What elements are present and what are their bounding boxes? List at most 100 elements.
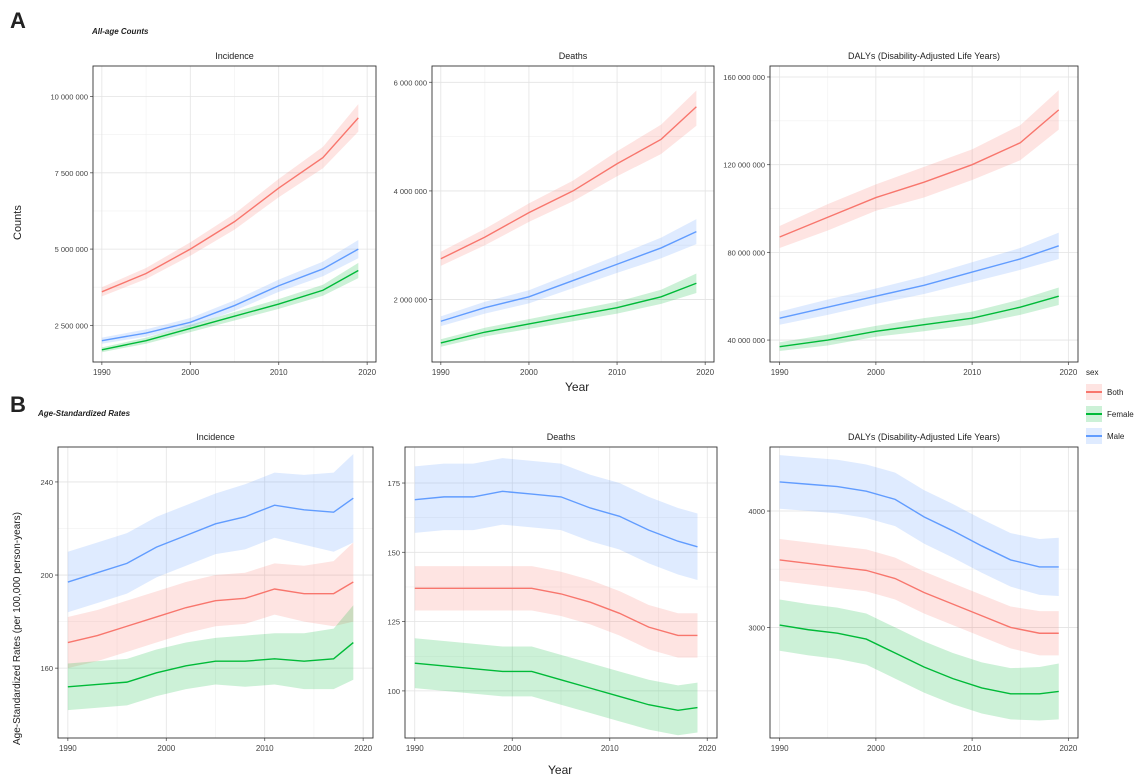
- x-tick-label: 2020: [1059, 368, 1077, 377]
- legend-item-female: Female: [1086, 403, 1134, 425]
- x-tick-label: 1990: [432, 368, 450, 377]
- series-line-both: [101, 117, 359, 293]
- panel-title: Deaths: [547, 432, 576, 442]
- panel-title: DALYs (Disability-Adjusted Life Years): [848, 432, 1000, 442]
- legend-label-female: Female: [1107, 409, 1134, 419]
- series-line-male: [440, 231, 697, 322]
- plot-frame: [57, 446, 374, 739]
- series-line-female: [67, 642, 354, 688]
- x-tick-label: 1990: [59, 744, 77, 753]
- series-line-both: [779, 559, 1059, 634]
- ribbon-male: [67, 453, 354, 613]
- legend: sex Both Female Male: [1086, 368, 1134, 447]
- y-tick-label: 160: [40, 664, 53, 673]
- chart-b-5: 1990 2000 2010 2020 3000 4000 DALYs (Disabilit…: [748, 432, 1079, 753]
- panel-b-subtitle: Age-Standardized Rates: [38, 409, 131, 418]
- ribbon-male: [440, 219, 697, 327]
- ribbon-both: [440, 90, 697, 266]
- plot-frame: [769, 65, 1079, 363]
- y-tick-label: 240: [40, 478, 53, 487]
- ribbon-female: [101, 262, 359, 353]
- plot-frame: [431, 65, 715, 363]
- series-line-both: [779, 109, 1060, 238]
- y-tick-label: 40 000 000: [727, 336, 765, 345]
- y-tick-label: 100: [387, 687, 400, 696]
- x-tick-label: 2020: [358, 368, 376, 377]
- legend-key-female: [1086, 406, 1102, 422]
- x-tick-label: 2010: [963, 368, 981, 377]
- series-line-male: [779, 481, 1059, 568]
- x-tick-label: 2020: [696, 368, 714, 377]
- panel-a-y-axis-label: Counts: [12, 205, 24, 240]
- series-line-female: [414, 662, 698, 711]
- chart-b-3: 1990 2000 2010 2020 160 200 240 Incidence: [40, 432, 374, 753]
- panel-title: Incidence: [215, 51, 254, 61]
- series-line-female: [779, 295, 1059, 348]
- panel-b-letter: B: [10, 392, 26, 417]
- panel-a-letter: A: [10, 8, 26, 33]
- y-tick-label: 6 000 000: [394, 78, 427, 87]
- legend-item-male: Male: [1086, 425, 1134, 447]
- x-tick-label: 1990: [771, 744, 789, 753]
- x-tick-label: 1990: [406, 744, 424, 753]
- x-tick-label: 1990: [771, 368, 789, 377]
- y-tick-label: 175: [387, 479, 400, 488]
- plot-frame: [404, 446, 718, 739]
- panel-b-x-axis-label: Year: [548, 763, 573, 777]
- y-tick-label: 3000: [748, 623, 765, 632]
- x-tick-label: 2010: [608, 368, 626, 377]
- panel-title: Deaths: [559, 51, 588, 61]
- legend-title: sex: [1086, 368, 1099, 377]
- x-tick-label: 2010: [963, 744, 981, 753]
- ribbon-female: [779, 287, 1059, 352]
- panel-a-subtitle: All-age Counts: [92, 27, 149, 36]
- ribbon-male: [101, 239, 359, 344]
- y-tick-label: 160 000 000: [723, 73, 765, 82]
- chart-b-4: 1990 2000 2010 2020 100 125 150 175 Deaths: [387, 432, 718, 753]
- series-line-female: [440, 282, 697, 344]
- panel-title: Incidence: [196, 432, 235, 442]
- x-tick-label: 2000: [867, 368, 885, 377]
- panel-b-y-axis-label: Age-Standardized Rates (per 100,000 pers…: [12, 512, 23, 745]
- x-tick-label: 1990: [93, 368, 111, 377]
- y-tick-label: 200: [40, 571, 53, 580]
- x-tick-label: 2020: [354, 744, 372, 753]
- y-tick-label: 5 000 000: [55, 245, 88, 254]
- panel-title: DALYs (Disability-Adjusted Life Years): [848, 51, 1000, 61]
- x-tick-label: 2000: [157, 744, 175, 753]
- y-tick-label: 120 000 000: [723, 161, 765, 170]
- series-line-male: [779, 245, 1059, 319]
- chart-a-1: 1990 2000 2010 2020 2 000 000 4 000 000 6 000 …: [394, 51, 715, 377]
- plot-frame: [92, 65, 377, 363]
- ribbon-female: [414, 638, 698, 736]
- x-tick-label: 2000: [867, 744, 885, 753]
- x-tick-label: 2000: [520, 368, 538, 377]
- y-tick-label: 10 000 000: [50, 93, 88, 102]
- series-line-female: [779, 624, 1059, 695]
- ribbon-both: [101, 104, 359, 297]
- series-line-male: [67, 497, 354, 583]
- y-tick-label: 7 500 000: [55, 169, 88, 178]
- x-tick-label: 2010: [270, 368, 288, 377]
- legend-item-both: Both: [1086, 381, 1134, 403]
- series-line-male: [414, 490, 698, 548]
- y-tick-label: 150: [387, 548, 400, 557]
- legend-key-male: [1086, 428, 1102, 444]
- y-tick-label: 4000: [748, 507, 765, 516]
- y-tick-label: 125: [387, 618, 400, 627]
- y-tick-label: 80 000 000: [727, 248, 765, 257]
- x-tick-label: 2000: [503, 744, 521, 753]
- x-tick-label: 2020: [1059, 744, 1077, 753]
- y-tick-label: 2 000 000: [394, 296, 427, 305]
- legend-label-both: Both: [1107, 387, 1124, 397]
- plot-frame: [769, 446, 1079, 739]
- x-tick-label: 2000: [181, 368, 199, 377]
- ribbon-both: [67, 542, 354, 669]
- series-line-male: [101, 248, 359, 342]
- y-tick-label: 2 500 000: [55, 321, 88, 330]
- legend-label-male: Male: [1107, 431, 1125, 441]
- x-tick-label: 2010: [256, 744, 274, 753]
- legend-key-both: [1086, 384, 1102, 400]
- panel-a-x-axis-label: Year: [565, 380, 590, 394]
- series-line-both: [414, 587, 698, 637]
